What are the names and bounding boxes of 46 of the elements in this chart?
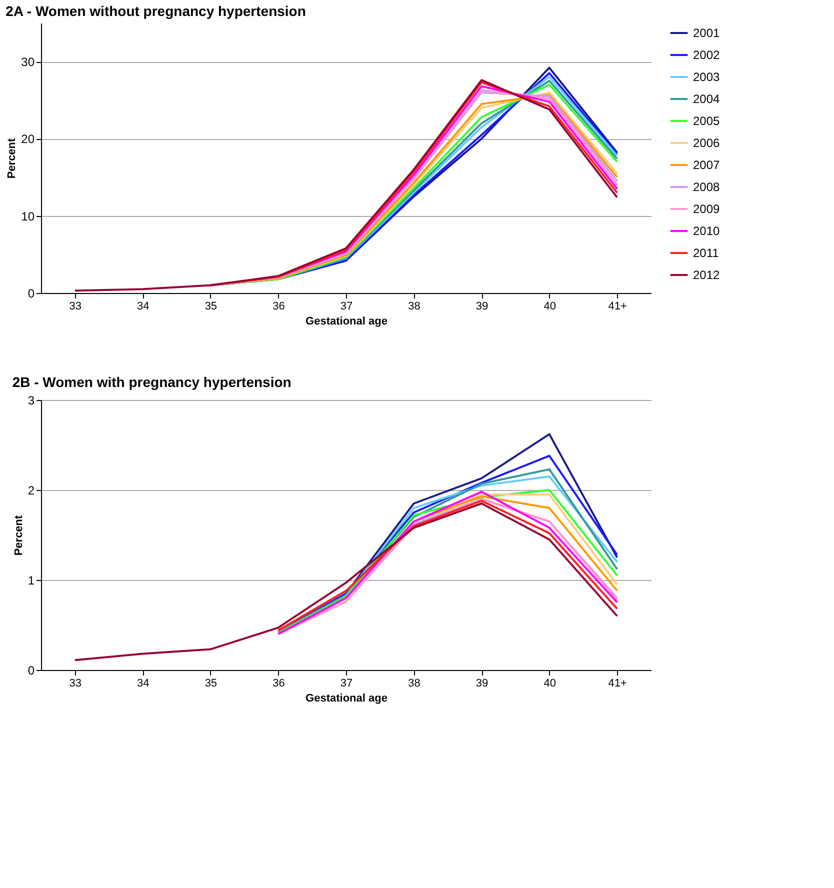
line-series — [74, 79, 618, 292]
x-tick-label: 38 — [408, 300, 420, 312]
legend-label: 2012 — [693, 268, 720, 282]
y-tick-label: 0 — [28, 664, 35, 678]
legend-label: 2007 — [693, 158, 720, 172]
x-tick-label: 40 — [544, 678, 556, 690]
x-tick-label: 33 — [69, 300, 82, 312]
chart-title: 2B - Women with pregnancy hypertension — [12, 374, 292, 390]
x-tick-label: 39 — [476, 678, 488, 690]
legend-label: 2002 — [693, 48, 720, 62]
x-tick-label: 41+ — [608, 300, 627, 312]
chart-title: 2A - Women without pregnancy hypertension — [6, 3, 306, 19]
x-tick-label: 35 — [204, 300, 218, 312]
legend-label: 2009 — [693, 202, 720, 216]
x-tick-label: 39 — [476, 300, 488, 312]
y-tick-label: 2 — [28, 484, 35, 498]
y-axis-title: Percent — [6, 138, 18, 179]
x-axis-title: Gestational age — [306, 316, 388, 328]
x-tick-label: 35 — [204, 678, 218, 690]
x-tick-label: 36 — [272, 300, 285, 312]
y-tick-label: 3 — [28, 394, 35, 408]
legend-label: 2004 — [693, 92, 720, 106]
x-axis-title: Gestational age — [306, 692, 388, 704]
y-tick-label: 1 — [28, 574, 35, 588]
y-tick-label: 20 — [21, 132, 35, 146]
x-tick-label: 33 — [69, 678, 82, 690]
x-tick-label: 36 — [272, 678, 285, 690]
x-tick-label: 41+ — [608, 678, 627, 690]
x-tick-label: 40 — [544, 300, 556, 312]
y-tick-label: 10 — [21, 209, 35, 224]
line-series — [74, 502, 618, 662]
legend-label: 2010 — [693, 224, 720, 238]
x-tick-label: 34 — [137, 300, 150, 312]
legend-label: 2008 — [693, 180, 720, 194]
y-tick-label: 0 — [28, 286, 35, 300]
legend-label: 2001 — [693, 26, 720, 40]
x-tick-label: 34 — [137, 678, 150, 690]
legend-label: 2003 — [693, 70, 720, 84]
y-axis-title: Percent — [12, 514, 25, 556]
x-tick-label: 38 — [408, 678, 420, 690]
legend-label: 2006 — [693, 136, 720, 150]
y-tick-label: 30 — [21, 55, 35, 70]
x-tick-label: 37 — [340, 300, 353, 312]
legend-label: 2011 — [693, 246, 720, 260]
legend-label: 2005 — [693, 114, 720, 128]
x-tick-label: 37 — [340, 678, 353, 690]
